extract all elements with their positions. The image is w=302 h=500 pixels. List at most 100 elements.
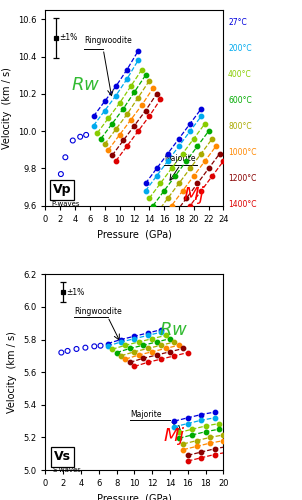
Point <box>154 164 159 172</box>
Text: 800°C: 800°C <box>228 122 252 131</box>
Point <box>206 164 211 172</box>
Point <box>124 66 129 74</box>
Point <box>140 101 144 109</box>
Point <box>168 334 172 342</box>
Point <box>136 94 140 102</box>
Point <box>212 450 217 458</box>
Text: 600°C: 600°C <box>228 96 252 105</box>
Point <box>124 110 129 118</box>
Point <box>121 105 126 113</box>
Point <box>163 344 168 352</box>
Point <box>221 431 226 439</box>
Point <box>98 134 103 142</box>
Point <box>114 157 118 165</box>
Point <box>203 120 207 128</box>
Point <box>226 448 230 456</box>
Point <box>188 120 192 128</box>
Point <box>212 408 217 416</box>
Point <box>137 351 141 359</box>
Point <box>150 348 155 356</box>
Point <box>210 172 215 180</box>
Text: 1000°C: 1000°C <box>228 148 256 157</box>
Point <box>185 348 190 356</box>
Point <box>106 146 111 154</box>
Point <box>217 420 221 428</box>
Point <box>154 351 159 359</box>
Point <box>194 436 199 444</box>
Point <box>191 172 196 180</box>
Point <box>110 346 114 354</box>
Point <box>150 84 155 92</box>
Point <box>163 332 168 340</box>
Point <box>158 180 163 188</box>
Point <box>147 77 152 85</box>
Point <box>114 348 119 356</box>
Point <box>221 436 226 444</box>
Point <box>147 194 152 202</box>
Point <box>159 326 164 334</box>
Point <box>159 355 164 363</box>
Point <box>63 154 68 162</box>
Point <box>132 122 137 130</box>
Point <box>114 92 118 100</box>
Point <box>141 341 146 349</box>
Text: $Rw$: $Rw$ <box>71 76 101 94</box>
Point <box>199 410 204 418</box>
Point <box>212 414 217 422</box>
Point <box>199 187 204 195</box>
Point <box>147 112 152 120</box>
Point <box>185 457 190 465</box>
Text: Majorite: Majorite <box>164 154 196 163</box>
Point <box>102 98 107 106</box>
Point <box>124 142 129 150</box>
Point <box>98 342 103 349</box>
Point <box>154 90 159 98</box>
X-axis label: Pressure  (GPa): Pressure (GPa) <box>97 494 172 500</box>
Point <box>185 452 190 460</box>
Point <box>143 106 148 114</box>
Point <box>137 338 141 346</box>
Point <box>141 354 146 362</box>
Y-axis label: Velocity  (km / s): Velocity (km / s) <box>2 67 12 149</box>
Point <box>181 440 186 448</box>
Point <box>123 355 128 363</box>
Point <box>221 157 226 165</box>
Point <box>114 82 118 90</box>
Point <box>173 209 178 217</box>
Point <box>194 442 199 450</box>
Point <box>214 142 218 150</box>
Point <box>208 439 213 447</box>
Point <box>150 334 155 342</box>
Point <box>203 428 208 436</box>
Point <box>169 202 174 209</box>
Point <box>195 180 200 188</box>
Point <box>150 202 155 209</box>
Point <box>212 445 217 453</box>
Point <box>124 75 129 83</box>
X-axis label: Pressure  (GPa): Pressure (GPa) <box>97 230 172 239</box>
Point <box>117 131 122 139</box>
Point <box>110 152 114 160</box>
Point <box>172 352 177 360</box>
Point <box>162 224 166 232</box>
Point <box>128 116 133 124</box>
Point <box>84 131 88 139</box>
Point <box>176 134 181 142</box>
Point <box>140 66 144 74</box>
Point <box>190 425 195 433</box>
Point <box>123 341 128 349</box>
Point <box>181 446 186 454</box>
Point <box>95 129 100 137</box>
Point <box>59 348 64 356</box>
Point <box>143 187 148 195</box>
Point <box>136 47 140 55</box>
Point <box>83 344 88 351</box>
Point <box>154 338 159 346</box>
Point <box>102 140 107 148</box>
Point <box>165 150 170 158</box>
Point <box>210 134 215 142</box>
Point <box>203 422 208 430</box>
Point <box>172 417 177 425</box>
Point <box>184 194 189 202</box>
Point <box>143 180 148 188</box>
